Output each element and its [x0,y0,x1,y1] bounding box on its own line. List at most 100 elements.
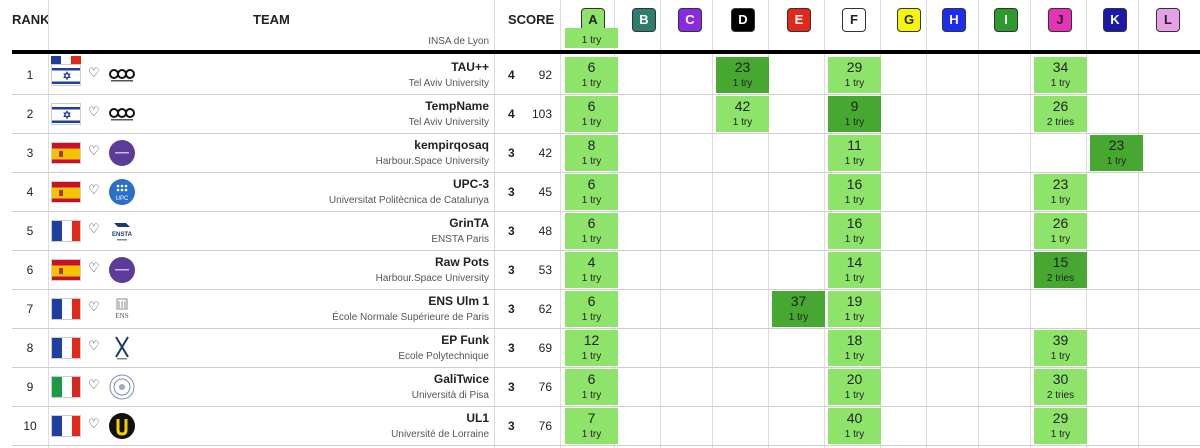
table-row[interactable]: 5 ♡ ENSTA GrinTA ENSTA Paris 3 48 6 1 try 16 1 try… [0,212,1200,251]
problem-d-cell[interactable]: 42 1 try [716,96,769,132]
problem-a-cell[interactable]: 6 1 try [565,291,618,327]
column-divider [768,0,769,448]
problem-j-cell[interactable]: 15 2 tries [1034,252,1087,288]
penalty-time: 76 [538,419,552,433]
team-name[interactable]: EP Funk [441,333,489,347]
solved-count: 3 [508,341,515,355]
problem-j-cell[interactable]: 23 1 try [1034,174,1087,210]
team-name[interactable]: UL1 [466,411,489,425]
row-divider [12,172,1200,173]
cell-tries: 1 try [732,78,753,89]
cell-time: 26 [1052,215,1069,231]
favorite-heart-icon[interactable]: ♡ [88,260,100,275]
favorite-heart-icon[interactable]: ♡ [88,377,100,392]
team-name[interactable]: TempName [425,99,489,113]
rank-cell: 4 [26,185,34,199]
table-row[interactable]: 10 ♡ UL1 Université de Lorraine 3 76 7 1 try 40 1… [0,407,1200,446]
team-name[interactable]: GrinTA [449,216,489,230]
table-row[interactable]: 9 ♡ GaliTwice Università di Pisa 3 76 6 1 try 20… [0,368,1200,407]
table-row[interactable]: 7 ♡ ENS ENS Ulm 1 École Normale Supérieure d… [0,290,1200,329]
team-name[interactable]: TAU++ [451,60,489,74]
problem-header-h[interactable]: H [942,8,966,32]
problem-j-cell[interactable]: 26 1 try [1034,213,1087,249]
team-name[interactable]: Raw Pots [434,255,489,269]
problem-j-cell[interactable]: 30 2 tries [1034,369,1087,405]
problem-f-cell[interactable]: 19 1 try [828,291,881,327]
problem-f-cell[interactable]: 16 1 try [828,213,881,249]
cell-tries: 1 try [581,390,602,401]
problem-header-c[interactable]: C [678,8,702,32]
cell-tries: 1 try [844,78,865,89]
table-row[interactable]: 6 ♡ Raw Pots Harbour.Space University 3 53 4 1 … [0,251,1200,290]
favorite-heart-icon[interactable]: ♡ [88,416,100,431]
table-row[interactable]: 4 ♡ UPC UPC-3 Universitat Politècnica de Cat… [0,173,1200,212]
pisa-logo-icon [108,373,136,401]
problem-header-g[interactable]: G [897,8,921,32]
favorite-heart-icon[interactable]: ♡ [88,104,100,119]
problem-a-cell[interactable]: 1 try [565,28,618,48]
harbour-logo-icon [108,256,136,284]
svg-text:ENSTA: ENSTA [112,232,133,238]
problem-j-cell[interactable]: 29 1 try [1034,408,1087,444]
row-divider [12,94,1200,95]
team-university: Harbour.Space University [375,273,489,284]
ens-logo-icon: ENS [108,295,136,323]
team-name[interactable]: ENS Ulm 1 [428,294,489,308]
problem-a-cell[interactable]: 8 1 try [565,135,618,171]
cell-time: 29 [846,59,863,75]
problem-a-cell[interactable]: 6 1 try [565,174,618,210]
problem-k-cell[interactable]: 23 1 try [1090,135,1143,171]
problem-f-cell[interactable]: 9 1 try [828,96,881,132]
problem-header-d[interactable]: D [731,8,755,32]
problem-a-cell[interactable]: 4 1 try [565,252,618,288]
favorite-heart-icon[interactable]: ♡ [88,182,100,197]
problem-a-cell[interactable]: 7 1 try [565,408,618,444]
table-row[interactable]: 8 ♡ EP Funk Ecole Polytechnique 3 69 12 1 try 18… [0,329,1200,368]
team-university: Università di Pisa [411,390,489,401]
problem-header-e[interactable]: E [787,8,811,32]
problem-a-cell[interactable]: 6 1 try [565,96,618,132]
problem-a-cell[interactable]: 12 1 try [565,330,618,366]
problem-header-l[interactable]: L [1156,8,1180,32]
team-name[interactable]: kempirqosaq [414,138,489,152]
table-row[interactable]: 2 ♡ TempName Tel Aviv University 4 103 6 1 try 4… [0,95,1200,134]
problem-j-cell[interactable]: 34 1 try [1034,57,1087,93]
cell-time: 29 [1052,410,1069,426]
problem-header-b[interactable]: B [632,8,656,32]
table-row[interactable]: 3 ♡ kempirqosaq Harbour.Space University 3 42… [0,134,1200,173]
problem-f-cell[interactable]: 16 1 try [828,174,881,210]
column-divider [824,0,825,448]
problem-j-cell[interactable]: 26 2 tries [1034,96,1087,132]
problem-e-cell[interactable]: 37 1 try [772,291,825,327]
problem-d-cell[interactable]: 23 1 try [716,57,769,93]
tau-logo-icon [108,100,136,128]
favorite-heart-icon[interactable]: ♡ [88,338,100,353]
favorite-heart-icon[interactable]: ♡ [88,143,100,158]
problem-header-f[interactable]: F [842,8,866,32]
france-flag-icon [51,415,81,437]
problem-a-cell[interactable]: 6 1 try [565,369,618,405]
table-row[interactable]: 1 ♡ TAU++ Tel Aviv University 4 92 6 1 try 23 1 t… [0,56,1200,95]
problem-f-cell[interactable]: 14 1 try [828,252,881,288]
favorite-heart-icon[interactable]: ♡ [88,299,100,314]
problem-f-cell[interactable]: 18 1 try [828,330,881,366]
problem-header-k[interactable]: K [1103,8,1127,32]
cell-tries: 1 try [581,312,602,323]
problem-f-cell[interactable]: 20 1 try [828,369,881,405]
problem-a-cell[interactable]: 6 1 try [565,57,618,93]
column-divider [48,0,49,448]
cell-time: 39 [1052,332,1069,348]
solved-count: 4 [508,107,515,121]
problem-f-cell[interactable]: 11 1 try [828,135,881,171]
problem-header-j[interactable]: J [1048,8,1072,32]
cell-tries: 1 try [581,429,602,440]
problem-f-cell[interactable]: 40 1 try [828,408,881,444]
problem-f-cell[interactable]: 29 1 try [828,57,881,93]
problem-j-cell[interactable]: 39 1 try [1034,330,1087,366]
problem-header-i[interactable]: I [994,8,1018,32]
favorite-heart-icon[interactable]: ♡ [88,221,100,236]
problem-a-cell[interactable]: 6 1 try [565,213,618,249]
team-name[interactable]: GaliTwice [433,372,489,386]
favorite-heart-icon[interactable]: ♡ [88,65,100,80]
team-name[interactable]: UPC-3 [452,177,489,191]
